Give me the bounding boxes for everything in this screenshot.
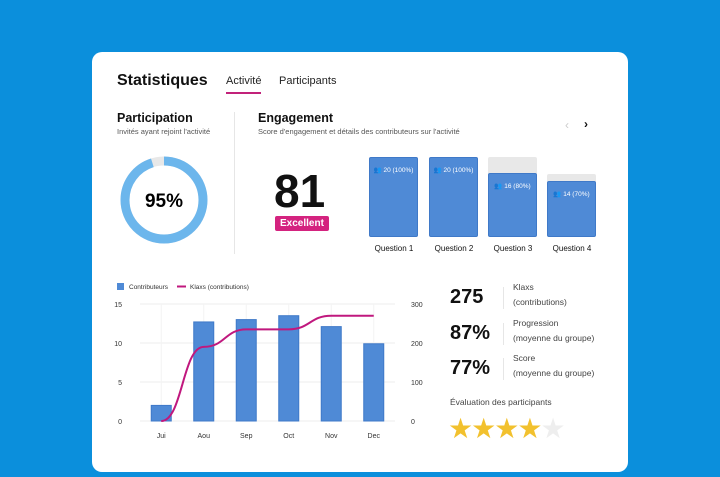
question-bar[interactable]: 👥 20 (100%): [369, 157, 418, 237]
star-icon[interactable]: ★: [448, 413, 473, 444]
users-icon: 👥: [373, 167, 382, 174]
divider: [503, 323, 504, 345]
y-tick-left: 15: [114, 302, 122, 309]
stat-label: Klaxs: [513, 282, 534, 292]
stat-label: Progression: [513, 318, 559, 328]
tab-participants[interactable]: Participants: [279, 75, 337, 87]
x-tick: Nov: [325, 433, 338, 440]
activity-chart: 0 0 5 100 10 200 15 300 Jui Aou Sep Oct Nov Dec Contri…: [114, 283, 423, 440]
legend-swatch-contributeurs: [117, 283, 124, 290]
question-bar-track: 👥 16 (80%): [488, 157, 537, 237]
stat-sublabel: (moyenne du groupe): [513, 368, 595, 378]
question-value: 14 (70%): [563, 191, 590, 198]
question-value: 20 (100%): [383, 167, 414, 174]
stat-value: 77%: [450, 357, 491, 379]
users-icon: 👥: [553, 191, 562, 198]
question-value: 20 (100%): [443, 167, 474, 174]
legend-klaxs: Klaxs (contributions): [190, 284, 249, 291]
engagement-badge: Excellent: [275, 216, 329, 231]
x-tick: Aou: [198, 433, 211, 440]
chevron-left-icon[interactable]: ‹: [565, 118, 569, 132]
participation-subtitle: Invités ayant rejoint l'activité: [117, 127, 211, 136]
stat-label: Score: [513, 353, 536, 363]
participation-value: 95%: [145, 191, 183, 212]
question-bar[interactable]: 👥 16 (80%): [488, 173, 537, 237]
engagement-subtitle: Score d'engagement et détails des contri…: [258, 127, 460, 136]
y-tick-left: 0: [118, 419, 122, 426]
stat-sublabel: (moyenne du groupe): [513, 333, 595, 343]
star-icon[interactable]: ★: [540, 413, 565, 444]
divider: [234, 112, 235, 254]
bar-contributeurs: [235, 319, 257, 422]
y-tick-right: 300: [411, 302, 423, 309]
bar-contributeurs: [193, 321, 215, 422]
question-bar-track: 👥 20 (100%): [429, 157, 478, 237]
line-klaxs: [161, 314, 374, 422]
star-icon[interactable]: ★: [471, 413, 496, 444]
users-icon: 👥: [494, 183, 503, 190]
question-label: Question 2: [434, 244, 474, 253]
star-icon[interactable]: ★: [517, 413, 542, 444]
star-icon[interactable]: ★: [494, 413, 519, 444]
divider: [503, 358, 504, 380]
x-tick: Oct: [283, 433, 294, 440]
stat-value: 275: [450, 286, 484, 308]
participation-title: Participation: [117, 111, 193, 125]
x-tick: Dec: [368, 433, 381, 440]
y-tick-left: 10: [114, 341, 122, 348]
engagement-title: Engagement: [258, 111, 334, 125]
engagement-score: 81: [274, 165, 326, 217]
y-tick-right: 200: [411, 341, 423, 348]
question-bar[interactable]: 👥 14 (70%): [547, 181, 596, 237]
participation-donut: 95%: [120, 156, 208, 244]
x-tick: Jui: [157, 433, 166, 440]
question-label: Question 3: [493, 244, 533, 253]
stat-value: 87%: [450, 322, 491, 344]
question-value: 16 (80%): [504, 183, 531, 190]
y-tick-right: 0: [411, 419, 415, 426]
page-title: Statistiques: [117, 72, 208, 89]
question-bar[interactable]: 👥 20 (100%): [429, 157, 478, 237]
legend-contributeurs: Contributeurs: [129, 284, 169, 291]
question-label: Question 1: [374, 244, 414, 253]
rating-label: Évaluation des participants: [450, 397, 552, 407]
star-rating: ★★★★★: [448, 412, 566, 445]
donut-progress-arc: [120, 156, 208, 244]
tab-activite[interactable]: Activité: [226, 75, 262, 94]
x-tick: Sep: [240, 433, 253, 440]
stat-sublabel: (contributions): [513, 297, 567, 307]
question-label: Question 4: [552, 244, 592, 253]
y-tick-left: 5: [118, 380, 122, 387]
bar-contributeurs: [278, 315, 300, 422]
bar-contributeurs: [320, 326, 342, 422]
statistics-card: Statistiques Activité Participants Parti…: [92, 52, 628, 472]
y-tick-right: 100: [411, 380, 423, 387]
divider: [503, 287, 504, 309]
question-bar-track: 👥 14 (70%): [547, 174, 596, 237]
chevron-right-icon[interactable]: ›: [584, 117, 588, 131]
question-bar-track: 👥 20 (100%): [369, 157, 418, 237]
users-icon: 👥: [433, 167, 442, 174]
bar-contributeurs: [363, 343, 385, 422]
